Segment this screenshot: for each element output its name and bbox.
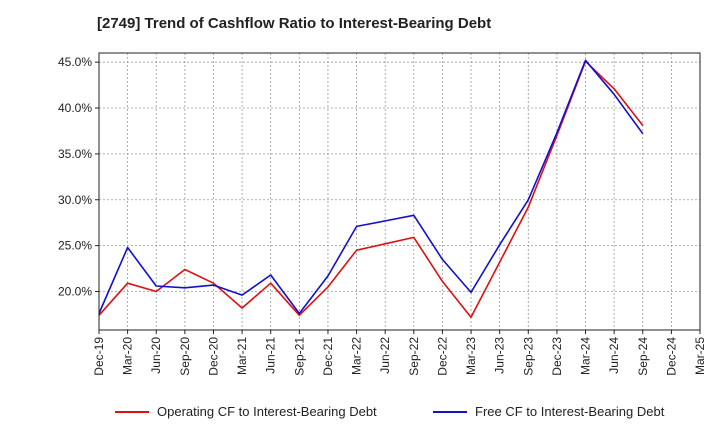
x-tick-label: Mar-24 <box>579 337 593 375</box>
x-tick-label: Jun-23 <box>493 337 507 374</box>
legend-label-free-cf: Free CF to Interest-Bearing Debt <box>475 404 665 419</box>
grid-lines <box>99 53 700 330</box>
x-tick-label: Dec-20 <box>206 337 220 376</box>
x-tick-label: Sep-21 <box>292 337 306 376</box>
legend-label-operating-cf: Operating CF to Interest-Bearing Debt <box>157 404 377 419</box>
legend-item-free-cf: Free CF to Interest-Bearing Debt <box>433 404 664 419</box>
y-tick-label: 35.0% <box>58 147 92 161</box>
x-tick-label: Sep-24 <box>636 337 650 376</box>
x-tick-label: Dec-24 <box>664 337 678 376</box>
x-tick-label: Mar-22 <box>350 337 364 375</box>
x-tick-label: Dec-21 <box>321 337 335 376</box>
x-tick-label: Sep-23 <box>521 337 535 376</box>
legend-swatch-operating-cf <box>115 410 149 413</box>
x-tick-label: Mar-25 <box>693 337 707 375</box>
x-tick-label: Jun-20 <box>149 337 163 374</box>
y-tick-label: 20.0% <box>58 284 92 298</box>
x-tick-label: Jun-21 <box>264 337 278 374</box>
x-tick-label: Jun-24 <box>607 337 621 374</box>
chart-canvas: 20.0% 25.0% 30.0% 35.0% 40.0% 45.0% Dec-19 Mar… <box>58 52 707 376</box>
x-tick-label: Sep-20 <box>178 337 192 376</box>
x-tick-label: Mar-21 <box>235 337 249 375</box>
x-tick-label: Jun-22 <box>378 337 392 374</box>
chart-title: [2749] Trend of Cashflow Ratio to Intere… <box>97 15 492 32</box>
y-tick-label: 45.0% <box>58 55 92 69</box>
x-tick-label: Dec-22 <box>435 337 449 376</box>
series-line-operating-cf <box>98 60 644 319</box>
x-tick-label: Sep-22 <box>407 337 421 376</box>
y-tick-label: 30.0% <box>58 193 92 207</box>
legend: Operating CF to Interest-Bearing Debt Fr… <box>0 404 720 426</box>
x-tick-label: Dec-19 <box>92 337 106 376</box>
legend-item-operating-cf: Operating CF to Interest-Bearing Debt <box>115 404 377 419</box>
series-lines <box>98 59 644 319</box>
y-tick-label: 25.0% <box>58 239 92 253</box>
x-axis: Dec-19 Mar-20 Jun-20 Sep-20 Dec-20 Mar-21 Jun-… <box>92 330 707 376</box>
plot-frame <box>98 52 701 331</box>
series-line-free-cf <box>98 59 644 315</box>
x-tick-label: Mar-23 <box>464 337 478 375</box>
x-tick-label: Dec-23 <box>550 337 564 376</box>
y-axis: 20.0% 25.0% 30.0% 35.0% 40.0% 45.0% <box>58 55 99 298</box>
y-tick-label: 40.0% <box>58 101 92 115</box>
legend-swatch-free-cf <box>433 410 467 413</box>
x-tick-label: Mar-20 <box>121 337 135 375</box>
